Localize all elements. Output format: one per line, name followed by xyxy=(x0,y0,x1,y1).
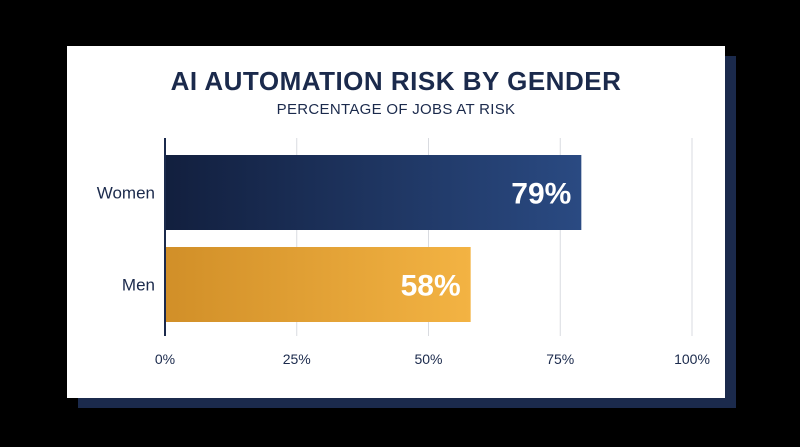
data-label: 79% xyxy=(511,178,571,211)
bar-chart: 79% 58% 0% 25% 50% 75% 100% Women Men xyxy=(97,138,710,367)
bar-women xyxy=(165,155,582,230)
axes: 0% 25% 50% 75% 100% Women Men xyxy=(97,138,710,367)
chart-card: AI AUTOMATION RISK BY GENDER PERCENTAGE … xyxy=(67,46,725,398)
x-tick-label: 100% xyxy=(674,351,710,367)
data-label: 58% xyxy=(401,270,461,303)
x-tick-label: 75% xyxy=(546,351,574,367)
category-label: Men xyxy=(122,276,155,295)
x-tick-label: 0% xyxy=(155,351,175,367)
x-tick-label: 50% xyxy=(414,351,442,367)
bars: 79% 58% xyxy=(165,155,582,322)
chart-title: AI AUTOMATION RISK BY GENDER xyxy=(170,66,622,96)
category-label: Women xyxy=(97,184,155,203)
bar-men xyxy=(165,247,471,322)
chart-subtitle: PERCENTAGE OF JOBS AT RISK xyxy=(276,101,516,118)
x-tick-label: 25% xyxy=(283,351,311,367)
